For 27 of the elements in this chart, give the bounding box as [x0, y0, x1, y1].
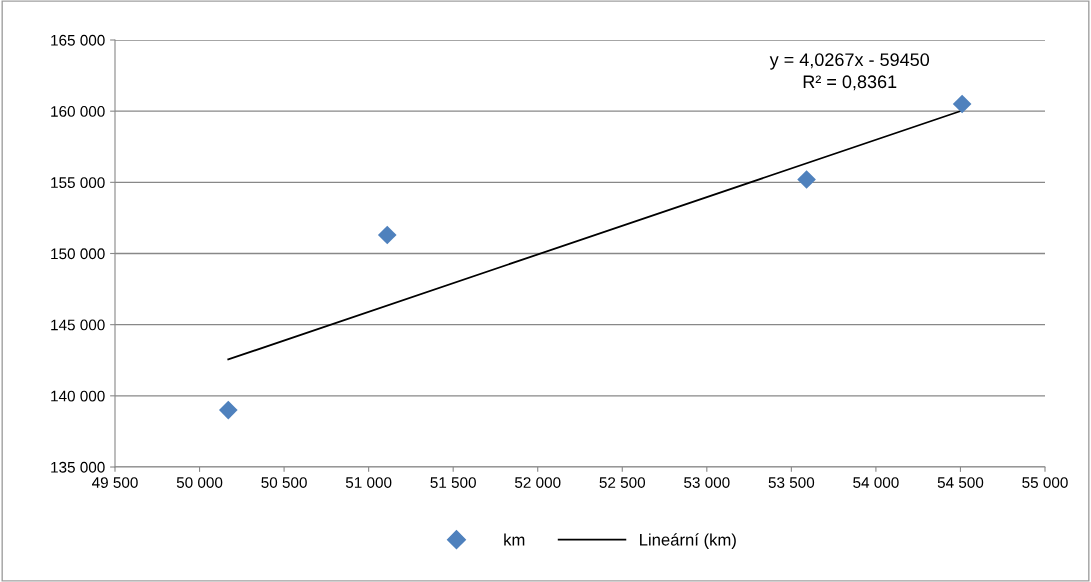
- x-tick-label: 52 000: [514, 477, 561, 488]
- y-tick-label: 155 000: [51, 177, 105, 189]
- point: [797, 170, 816, 189]
- x-tick-label: 51 000: [345, 477, 392, 488]
- annotation: y = 4,0267x - 59450: [769, 53, 930, 70]
- y-tick-label: 160 000: [51, 106, 105, 117]
- y-tick-label: 165 000: [51, 34, 105, 46]
- legend-label: km: [504, 533, 525, 546]
- x-tick-label: 54 000: [853, 477, 899, 488]
- point: [377, 225, 397, 245]
- x-tick-label: 50 500: [261, 477, 307, 488]
- x-tick-label: 54 500: [937, 477, 984, 488]
- point: [952, 94, 972, 114]
- x-tick-label: 53 000: [684, 477, 730, 488]
- x-tick-label: 52 500: [599, 477, 646, 488]
- y-tick-label: 150 000: [51, 248, 105, 260]
- point: [218, 400, 238, 420]
- legend-label: Lineární (km): [640, 533, 736, 549]
- x-tick-label: 51 500: [430, 477, 476, 488]
- annotation: R² = 0,8361: [803, 75, 897, 91]
- x-tick-label: 50 000: [176, 477, 223, 488]
- x-tick-label: 55 000: [1022, 477, 1068, 488]
- x-tick-label: 53 500: [768, 477, 815, 488]
- x-tick-label: 49 500: [91, 477, 138, 488]
- y-tick-label: 140 000: [51, 390, 105, 402]
- y-tick-label: 145 000: [51, 319, 105, 331]
- y-tick-label: 135 000: [51, 461, 105, 473]
